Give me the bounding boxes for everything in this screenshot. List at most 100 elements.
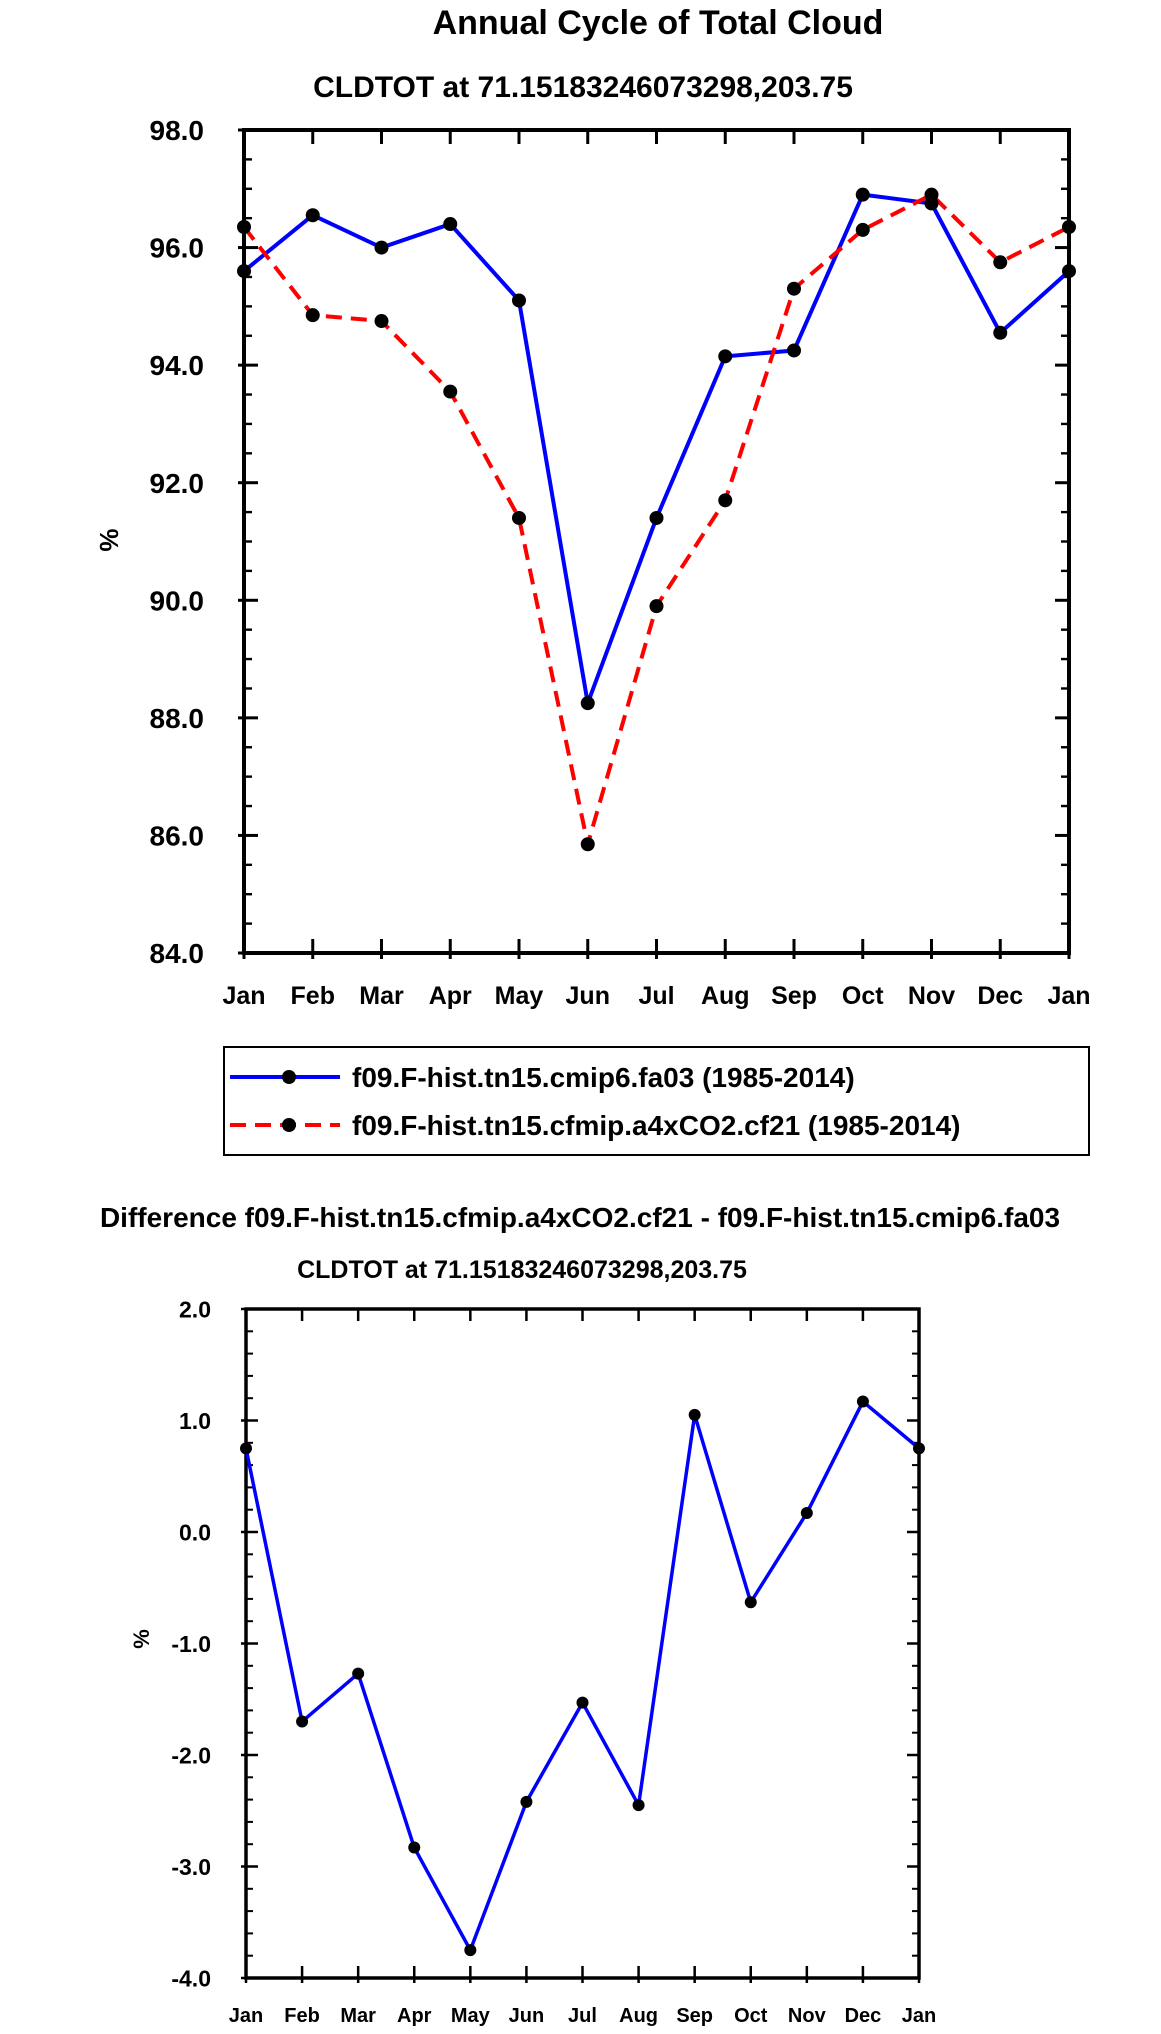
x-tick-label: Aug xyxy=(619,2005,658,2027)
y-tick-label: -3.0 xyxy=(171,1854,211,1880)
data-point-series-1 xyxy=(744,1596,757,1609)
x-tick-label: Nov xyxy=(788,2005,827,2027)
series-line-1 xyxy=(242,192,1071,706)
data-point-series-1 xyxy=(632,1799,645,1812)
data-point-series-1 xyxy=(913,1442,925,1455)
data-point-series-1 xyxy=(240,1442,252,1455)
data-point-series-1 xyxy=(993,325,1008,340)
data-point-series-1 xyxy=(688,1408,701,1421)
data-point-series-1 xyxy=(800,1507,813,1520)
legend: f09.F-hist.tn15.cmip6.fa03 (1985-2014) f… xyxy=(223,1046,1090,1156)
x-tick-label: Jun xyxy=(566,982,610,1010)
y-tick-label: -4.0 xyxy=(171,1965,211,1991)
chart-title: Difference f09.F-hist.tn15.cfmip.a4xCO2.… xyxy=(100,1202,1060,1233)
data-point-series-1 xyxy=(374,240,389,255)
y-tick-label: 90.0 xyxy=(150,585,205,616)
legend-marker-series-2 xyxy=(282,1118,296,1132)
x-tick-label: Feb xyxy=(284,2005,320,2027)
x-tick-label: Mar xyxy=(340,2005,376,2027)
data-point-series-2 xyxy=(580,837,595,852)
plot-area: Jan Feb Mar Apr May Jun Jul Aug Sep Oct Nov Dec Jan 8… xyxy=(150,115,1091,1010)
data-point-series-2 xyxy=(924,187,939,202)
y-tick-label: 84.0 xyxy=(150,938,205,969)
data-point-series-2 xyxy=(993,255,1008,270)
data-point-series-2 xyxy=(443,384,458,399)
data-point-series-1 xyxy=(237,264,251,279)
x-tick-label: Oct xyxy=(734,2005,768,2027)
y-tick-label: 98.0 xyxy=(150,115,205,146)
series-line-1 xyxy=(244,1399,921,1952)
data-point-series-1 xyxy=(464,1944,477,1957)
x-tick-label: Feb xyxy=(291,982,335,1010)
plot-area: Jan Feb Mar Apr May Jun Jul Aug Sep Oct Nov Dec Jan-… xyxy=(171,1296,936,2027)
y-tick-label: 88.0 xyxy=(150,703,205,734)
legend-label-series-1: f09.F-hist.tn15.cmip6.fa03 (1985-2014) xyxy=(352,1062,855,1093)
data-point-series-2 xyxy=(512,510,526,525)
data-point-series-2 xyxy=(718,493,733,508)
data-point-series-1 xyxy=(305,208,320,223)
plot-frame xyxy=(242,128,1071,955)
data-point-series-2 xyxy=(374,314,389,329)
data-point-series-1 xyxy=(787,343,801,358)
x-tick-label: Jan xyxy=(229,2005,263,2027)
legend-marker-series-1 xyxy=(282,1070,296,1084)
x-tick-label: Apr xyxy=(397,2005,432,2027)
y-tick-label: 94.0 xyxy=(150,350,205,381)
y-tick-label: 96.0 xyxy=(150,233,205,264)
data-point-series-1 xyxy=(512,293,526,308)
data-point-series-1 xyxy=(520,1795,533,1808)
data-point-series-2 xyxy=(237,219,251,234)
data-point-series-1 xyxy=(649,510,664,525)
legend-label-series-2: f09.F-hist.tn15.cfmip.a4xCO2.cf21 (1985-… xyxy=(352,1110,960,1141)
x-tick-label: Jan xyxy=(222,982,265,1010)
x-tick-label: Jul xyxy=(638,982,674,1010)
y-tick-label: -2.0 xyxy=(171,1742,211,1768)
y-tick-label: -1.0 xyxy=(171,1631,211,1657)
x-tick-label: Dec xyxy=(845,2005,882,2027)
data-point-series-2 xyxy=(1062,219,1076,234)
x-tick-label: May xyxy=(451,2005,491,2027)
data-point-series-1 xyxy=(443,217,458,232)
x-tick-label: May xyxy=(495,982,544,1010)
data-point-series-1 xyxy=(856,1395,869,1408)
y-tick-label: 0.0 xyxy=(179,1519,211,1545)
x-tick-label: Jul xyxy=(568,2005,597,2027)
data-point-series-1 xyxy=(855,187,870,202)
x-tick-label: Oct xyxy=(842,982,884,1010)
data-point-series-1 xyxy=(576,1696,589,1709)
data-point-series-2 xyxy=(649,599,664,614)
x-tick-label: Dec xyxy=(977,982,1023,1010)
chart-title: Annual Cycle of Total Cloud xyxy=(433,4,884,42)
x-tick-label: Jan xyxy=(1047,982,1090,1010)
chart-subtitle: CLDTOT at 71.15183246073298,203.75 xyxy=(297,1256,747,1284)
y-tick-label: 86.0 xyxy=(150,821,205,852)
data-point-series-2 xyxy=(787,281,801,296)
x-tick-label: Aug xyxy=(701,982,750,1010)
data-point-series-1 xyxy=(408,1841,421,1854)
legend-box xyxy=(223,1046,1090,1156)
x-tick-label: Jun xyxy=(509,2005,545,2027)
chart-subtitle: CLDTOT at 71.15183246073298,203.75 xyxy=(313,71,853,104)
y-axis-label: % xyxy=(94,528,124,551)
x-tick-label: Jan xyxy=(902,2005,936,2027)
x-tick-label: Sep xyxy=(771,982,817,1010)
y-tick-label: 92.0 xyxy=(150,468,205,499)
data-point-series-1 xyxy=(718,349,733,364)
x-tick-label: Sep xyxy=(676,2005,713,2027)
annual-cycle-chart: Annual Cycle of Total Cloud CLDTOT at 71… xyxy=(94,4,1091,1156)
difference-chart: Difference f09.F-hist.tn15.cfmip.a4xCO2.… xyxy=(100,1202,1060,2027)
data-point-series-1 xyxy=(580,696,595,711)
y-axis-label: % xyxy=(129,1629,154,1649)
data-point-series-1 xyxy=(352,1667,365,1680)
data-point-series-1 xyxy=(1062,264,1076,279)
data-point-series-2 xyxy=(305,308,320,323)
plot-frame xyxy=(244,1307,921,1980)
y-tick-label: 2.0 xyxy=(179,1296,211,1322)
x-tick-label: Apr xyxy=(429,982,472,1010)
x-tick-label: Nov xyxy=(908,982,955,1010)
data-point-series-1 xyxy=(296,1715,309,1728)
y-tick-label: 1.0 xyxy=(179,1408,211,1434)
x-tick-label: Mar xyxy=(359,982,404,1010)
data-point-series-2 xyxy=(855,222,870,237)
